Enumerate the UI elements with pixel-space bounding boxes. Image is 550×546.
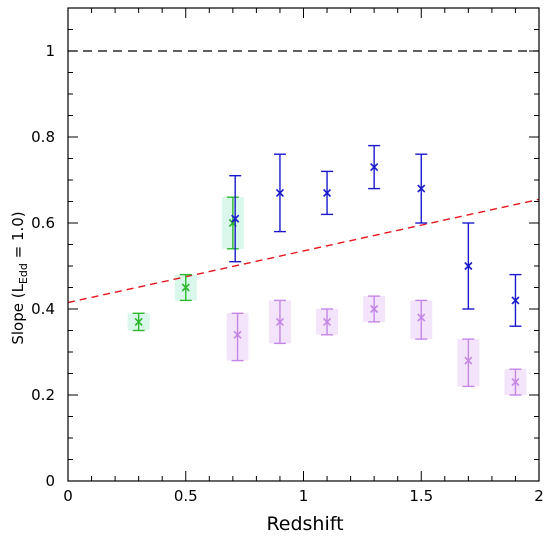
x-axis-title: Redshift: [266, 513, 343, 535]
y-axis-title-prefix: Slope (L: [9, 283, 27, 344]
data-point-s0-p6: [511, 296, 520, 305]
x-tick-label-3: 1.5: [409, 487, 433, 505]
data-point-s0-p1: [275, 188, 285, 197]
y-tick-label-5: 1: [45, 42, 55, 60]
x-tick-label-4: 2: [534, 487, 544, 505]
data-point-s2-p0: [233, 330, 242, 339]
x-tick-label-1: 0.5: [174, 487, 198, 505]
data-point-s2-p2: [322, 317, 332, 326]
svg-text:Slope (LEdd = 1.0): Slope (LEdd = 1.0): [9, 211, 30, 344]
data-point-s0-p4: [417, 184, 426, 193]
data-point-s2-p5: [464, 356, 473, 365]
y-tick-label-3: 0.6: [31, 214, 55, 232]
y-tick-label-0: 0: [45, 472, 55, 490]
data-point-s0-p3: [370, 163, 379, 172]
data-point-s1-p0: [134, 317, 143, 326]
fit-line: [67, 198, 540, 304]
data-point-s0-p2: [322, 188, 332, 197]
y-axis-title: Slope (LEdd = 1.0): [9, 211, 30, 344]
data-point-s2-p6: [511, 378, 520, 387]
data-point-s2-p1: [275, 317, 285, 326]
data-point-s2-p3: [370, 304, 379, 314]
x-tick-label-2: 1: [299, 487, 309, 505]
y-axis-title-subscript: Edd: [17, 263, 30, 284]
data-point-s0-p0: [231, 214, 240, 223]
y-tick-label-1: 0.2: [31, 386, 55, 404]
plot-area: 0 0.5 1 1.5 2 0 0.2 0.4 0.6 0.8 1: [31, 7, 544, 505]
y-tick-label-2: 0.4: [31, 300, 55, 318]
y-tick-label-4: 0.8: [31, 128, 55, 146]
y-axis-title-suffix: = 1.0): [9, 211, 27, 263]
data-point-s0-p5: [464, 261, 473, 271]
data-point-s2-p4: [417, 313, 426, 322]
data-point-s1-p1: [181, 283, 190, 292]
x-tick-label-0: 0: [63, 487, 73, 505]
